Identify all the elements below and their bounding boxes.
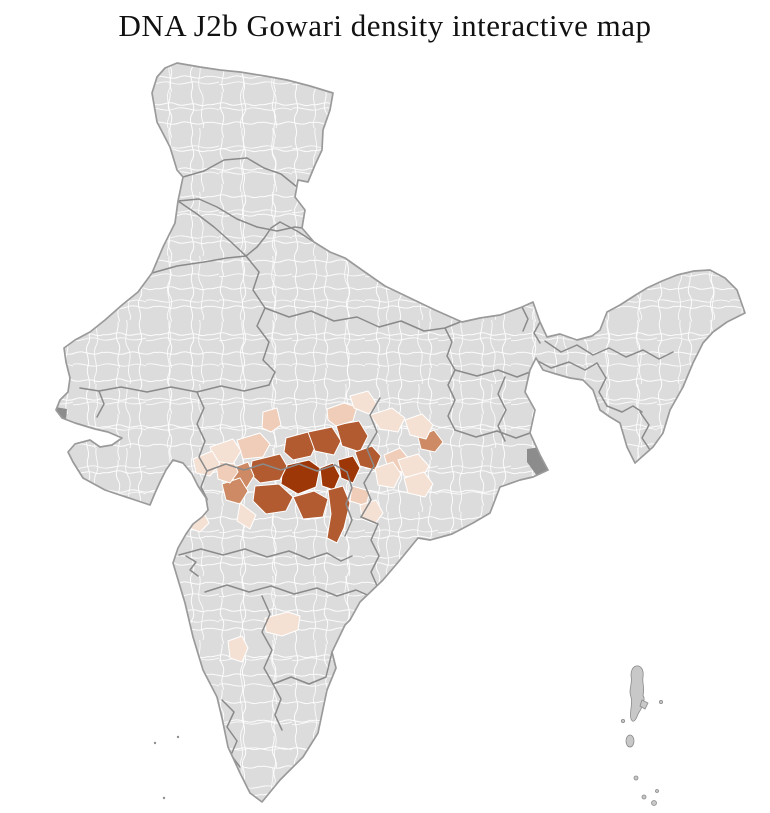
district-d1[interactable] bbox=[404, 413, 434, 440]
india-outline bbox=[55, 62, 746, 803]
district-d4[interactable] bbox=[292, 490, 329, 520]
district-d2[interactable] bbox=[236, 432, 271, 460]
district-mesh-2 bbox=[56, 63, 745, 802]
lakshadweep-islands[interactable] bbox=[153, 735, 180, 800]
sundarbans-dark-region bbox=[527, 447, 550, 476]
district-d4[interactable] bbox=[307, 426, 342, 456]
district-d1[interactable] bbox=[369, 407, 406, 433]
state-borders bbox=[79, 157, 674, 768]
district-d5[interactable] bbox=[319, 462, 341, 491]
district-d4[interactable] bbox=[335, 420, 369, 453]
district-d1[interactable] bbox=[264, 611, 301, 637]
district-d1[interactable] bbox=[374, 461, 402, 489]
district-d1[interactable] bbox=[227, 635, 249, 663]
district-d5[interactable] bbox=[337, 455, 361, 484]
district-d1[interactable] bbox=[175, 491, 201, 518]
district-d2[interactable] bbox=[326, 402, 358, 427]
district-d2[interactable] bbox=[261, 407, 282, 433]
district-d3[interactable] bbox=[221, 477, 249, 505]
district-d1[interactable] bbox=[403, 471, 434, 498]
district-d1[interactable] bbox=[236, 502, 257, 530]
andaman-nicobar-islands[interactable] bbox=[621, 665, 664, 806]
district-d4[interactable] bbox=[252, 483, 294, 515]
district-d4[interactable] bbox=[326, 485, 351, 544]
district-d4[interactable] bbox=[354, 445, 382, 471]
map-title: DNA J2b Gowari density interactive map bbox=[118, 8, 652, 43]
